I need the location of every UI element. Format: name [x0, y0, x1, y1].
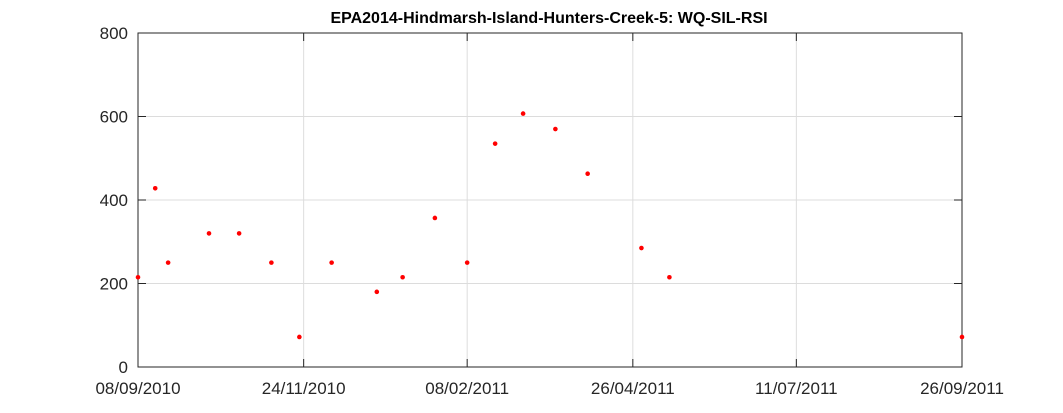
x-tick-label: 26/09/2011 [920, 379, 1004, 398]
data-point [400, 274, 405, 280]
chart-title: EPA2014-Hindmarsh-Island-Hunters-Creek-5… [330, 10, 767, 27]
data-point [639, 245, 644, 251]
x-tick-label: 08/02/2011 [425, 379, 509, 398]
data-point [152, 186, 158, 191]
data-point [297, 334, 302, 340]
y-tick-label: 400 [100, 191, 128, 210]
x-tick-label: 24/11/2010 [262, 379, 346, 398]
x-tick-label: 11/07/2011 [755, 379, 838, 398]
data-point [329, 260, 334, 265]
data-point [667, 274, 672, 280]
data-point [464, 260, 470, 265]
y-tick-label: 800 [100, 24, 128, 43]
data-point [520, 111, 526, 116]
x-axis: 08/09/2010 24/11/2010 08/02/2011 26/04/2011… [95, 33, 1004, 398]
data-point [165, 260, 171, 265]
data-points [135, 111, 965, 340]
data-point [236, 231, 242, 236]
data-point [269, 260, 274, 265]
grid-lines [137, 32, 963, 368]
data-point [135, 274, 141, 280]
y-tick-label: 0 [119, 358, 128, 377]
data-point [432, 215, 438, 221]
x-tick-label: 08/09/2010 [95, 379, 180, 398]
y-tick-label: 600 [100, 108, 128, 127]
y-tick-label: 200 [100, 275, 128, 294]
data-point [553, 126, 558, 132]
y-axis: 0 200 400 600 800 [100, 24, 962, 377]
data-point [374, 289, 380, 295]
data-point [492, 141, 498, 146]
x-tick-label: 26/04/2011 [591, 379, 675, 398]
data-point [959, 334, 965, 340]
data-point [585, 171, 590, 176]
data-point [206, 231, 212, 236]
